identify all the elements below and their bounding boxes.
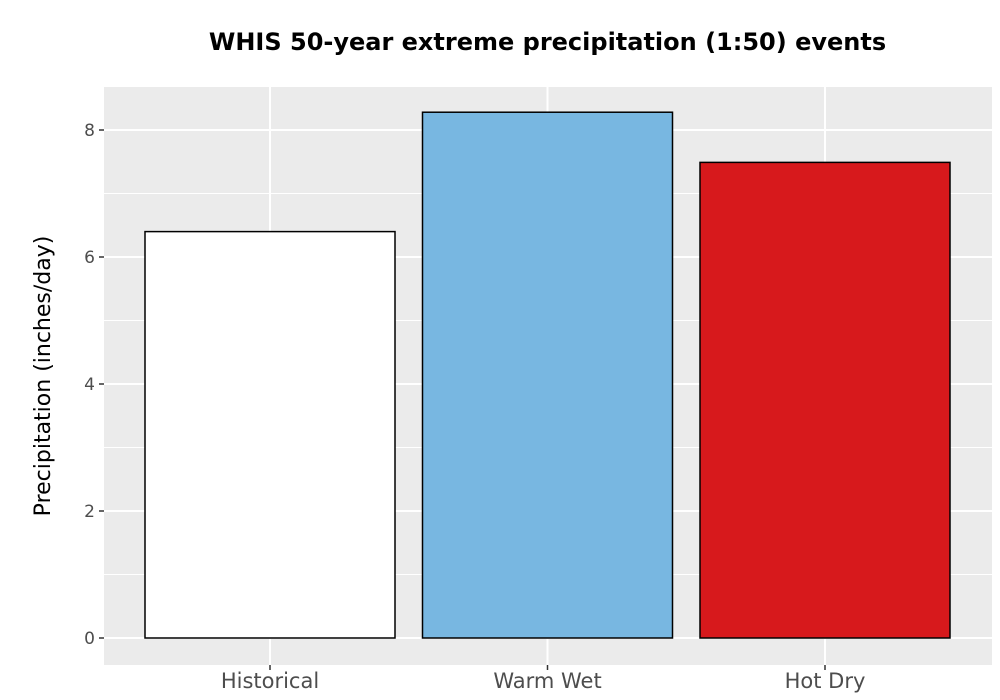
bars (144, 111, 951, 639)
y-axis-label: Precipitation (inches/day) (31, 236, 56, 517)
bar (144, 230, 396, 639)
x-tick-label: Historical (221, 669, 319, 693)
x-tick-label: Hot Dry (785, 669, 866, 693)
x-tick-label: Warm Wet (493, 669, 601, 693)
y-tick-label: 8 (84, 121, 95, 141)
bar (699, 161, 951, 639)
chart-title: WHIS 50-year extreme precipitation (1:50… (208, 28, 887, 56)
y-tick-label: 4 (84, 375, 95, 395)
y-axis: 0 2 4 6 8 (84, 121, 104, 649)
y-tick-label: 0 (84, 629, 95, 649)
bar (421, 111, 674, 639)
y-tick-label: 2 (84, 502, 95, 522)
x-axis: Historical Warm Wet Hot Dry (221, 665, 866, 693)
y-tick-label: 6 (84, 248, 95, 268)
